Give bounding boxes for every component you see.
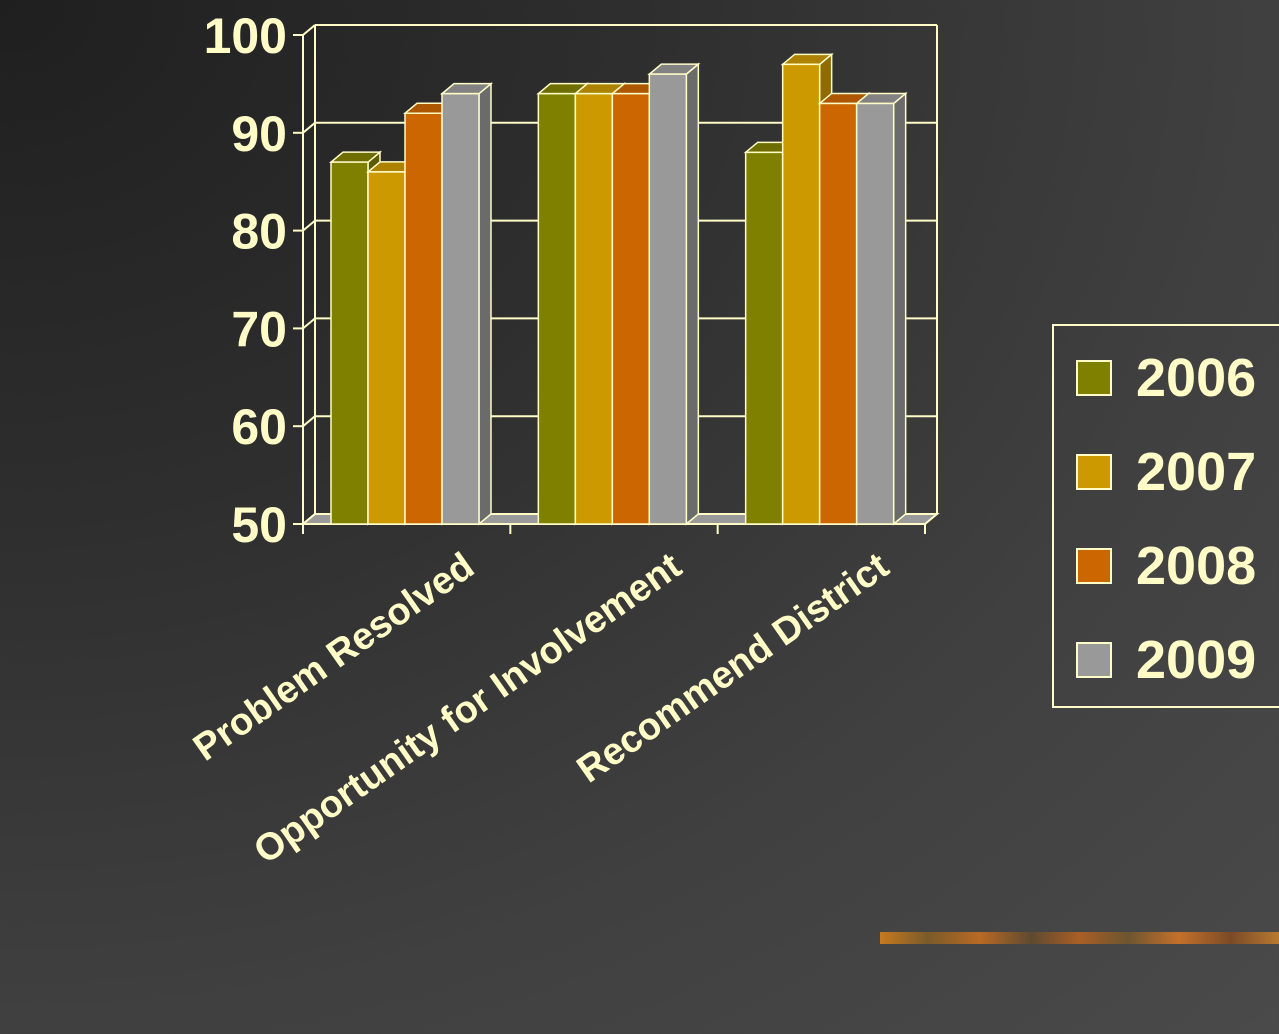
decorative-strip <box>880 932 1279 944</box>
bar-2007-0 <box>367 171 406 525</box>
y-tick-label: 70 <box>231 301 287 357</box>
y-tick-label: 60 <box>231 399 287 455</box>
legend-item-2006: 2006 <box>1076 348 1256 408</box>
bar-2009-1 <box>648 73 688 525</box>
chart-legend: 2006 2007 2008 2009 <box>1052 324 1279 708</box>
legend-swatch <box>1076 454 1112 490</box>
legend-item-2008: 2008 <box>1076 536 1256 596</box>
bar-side-2009-1 <box>685 62 700 526</box>
bar-2008-0 <box>404 112 443 525</box>
bar-2007-2 <box>781 63 821 525</box>
y-tick-label: 100 <box>204 8 287 64</box>
legend-swatch <box>1076 548 1112 584</box>
bar-2006-0 <box>330 161 369 525</box>
y-tick-label: 80 <box>231 204 287 260</box>
gridline-side <box>302 24 316 36</box>
bar-side-2009-2 <box>892 91 907 526</box>
legend-swatch <box>1076 642 1112 678</box>
bar-2008-1 <box>611 92 651 525</box>
legend-label: 2008 <box>1136 536 1257 596</box>
legend-label: 2007 <box>1136 442 1257 502</box>
gridline-side <box>302 219 316 232</box>
bar-2006-2 <box>744 151 784 525</box>
bar-2007-1 <box>574 92 614 525</box>
bar-2009-2 <box>855 102 895 525</box>
bar-2006-1 <box>537 92 577 525</box>
bar-2009-0 <box>441 92 480 525</box>
gridline-side <box>302 122 316 134</box>
legend-label: 2009 <box>1136 630 1257 690</box>
legend-item-2007: 2007 <box>1076 442 1256 502</box>
x-category-label: Opportunity for Involvement <box>247 545 690 873</box>
gridline-side <box>302 415 316 427</box>
legend-item-2009: 2009 <box>1076 630 1256 690</box>
y-tick-label: 90 <box>231 106 287 162</box>
y-tick-label: 50 <box>231 497 287 553</box>
legend-swatch <box>1076 360 1112 396</box>
chart-bars <box>328 52 908 526</box>
bar-2008-2 <box>818 102 858 525</box>
legend-label: 2006 <box>1136 348 1257 408</box>
gridline-side <box>302 317 316 330</box>
bar-side-2009-0 <box>478 82 492 526</box>
